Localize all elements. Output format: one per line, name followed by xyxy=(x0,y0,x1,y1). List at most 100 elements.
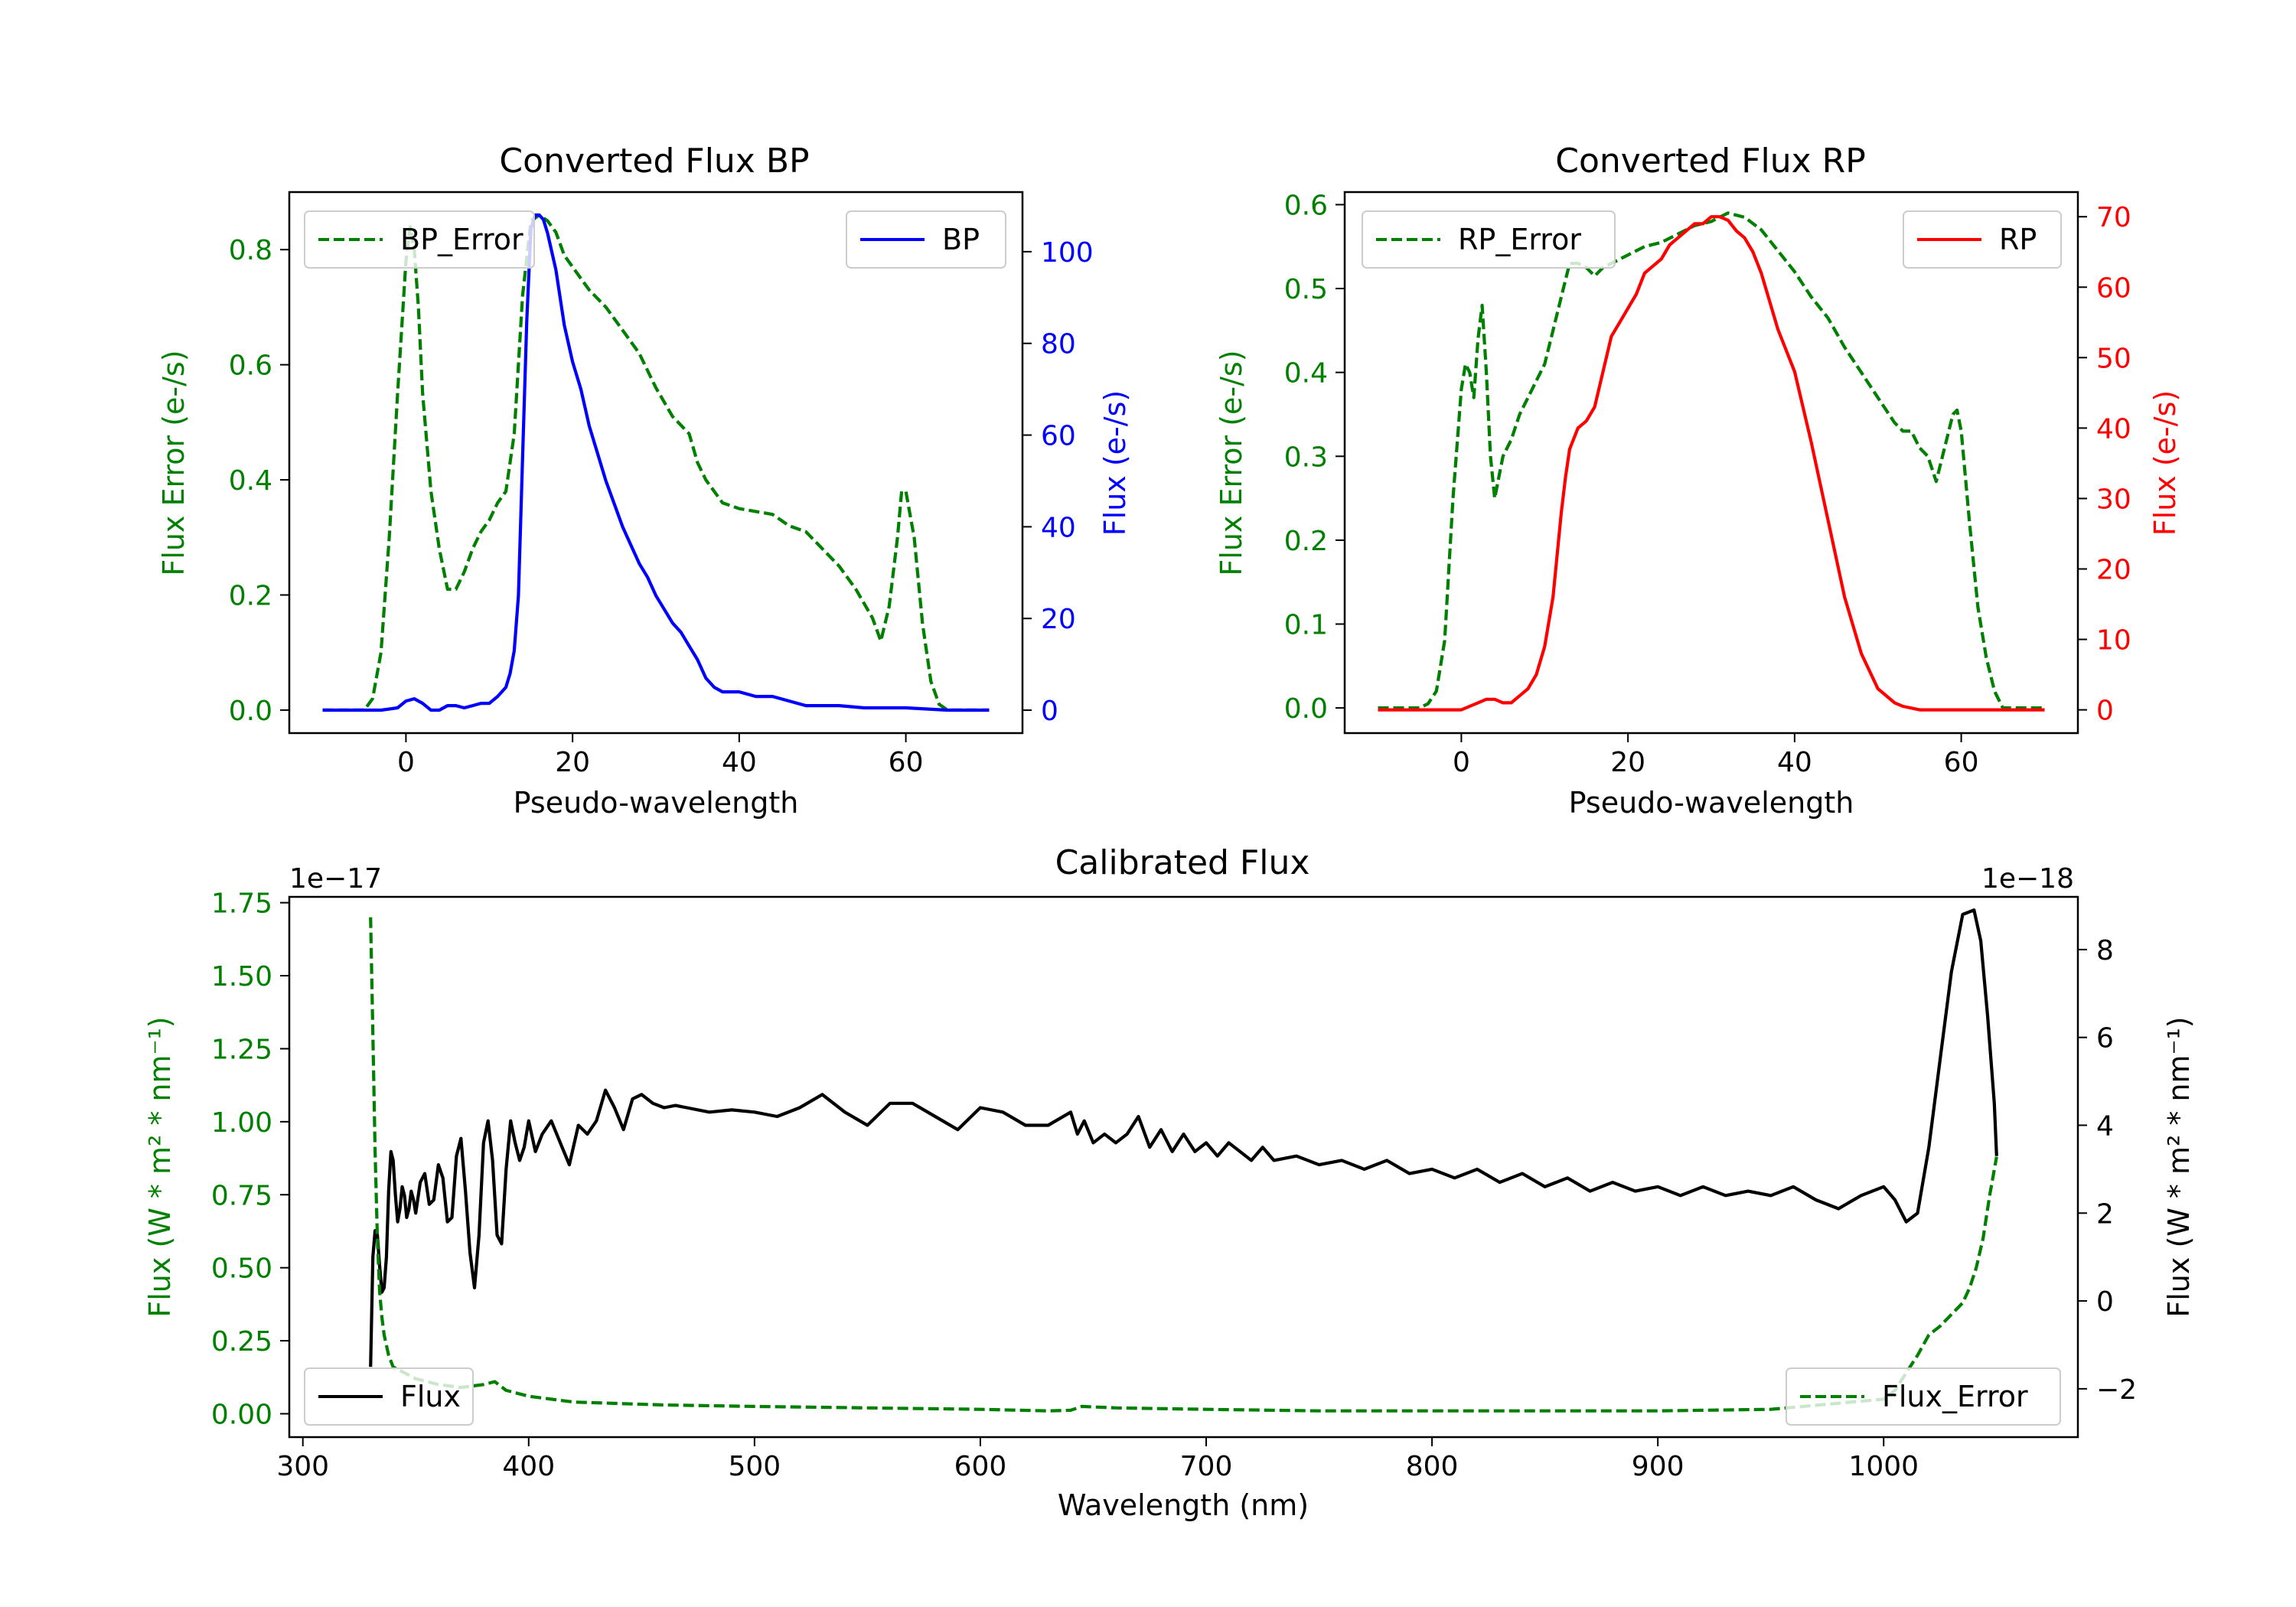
y-right-axis-label: Flux (e-/s) xyxy=(1098,390,1132,536)
legend-rp-error: RP_Error xyxy=(1362,210,1616,269)
x-tick-label: 20 xyxy=(1610,747,1645,778)
y-right-tick-label: 70 xyxy=(2096,202,2131,233)
y-right-tick-label: 20 xyxy=(1041,604,1076,635)
rp-chart: Converted Flux RP 0 20 40 60 0.0 0.1 0.2 0.3 0.4… xyxy=(1215,142,2182,820)
y-right-tick-label: 2 xyxy=(2096,1198,2114,1230)
x-tick-label: 900 xyxy=(1632,1451,1684,1482)
y-left-tick-label: 0.2 xyxy=(1284,526,1328,557)
y-left-axis-label: Flux Error (e-/s) xyxy=(1215,350,1248,575)
bp-chart-title: Converted Flux BP xyxy=(499,142,809,181)
legend-rp-frame xyxy=(1903,210,2062,269)
x-tick-label: 800 xyxy=(1406,1451,1459,1482)
x-axis-label: Pseudo-wavelength xyxy=(514,786,799,820)
x-tick-label: 20 xyxy=(555,747,590,778)
y-right-tick-label: 0 xyxy=(1041,696,1058,727)
legend-bp-label: BP xyxy=(942,223,980,256)
legend-rp-label: RP xyxy=(1999,223,2037,256)
y-right-tick-label: 60 xyxy=(2096,272,2131,304)
y-left-tick-label: 0.3 xyxy=(1284,442,1328,473)
y-right-tick-label: 10 xyxy=(2096,625,2131,657)
legend-bp-error: BP_Error xyxy=(304,210,535,269)
series-line-bp xyxy=(322,213,990,712)
series-group xyxy=(322,213,990,712)
y-right-tick-label: 60 xyxy=(1041,421,1076,452)
y-left-tick-label: 0.6 xyxy=(1284,190,1328,221)
rp-chart-title: Converted Flux RP xyxy=(1555,142,1866,181)
y-left-tick-label: 0.0 xyxy=(1284,693,1328,725)
y-left-axis-label: Flux (W * m² * nm⁻¹) xyxy=(143,1016,177,1317)
x-tick-label: 500 xyxy=(728,1451,781,1482)
y-left-tick-label: 0.6 xyxy=(229,350,272,382)
x-axis-label: Pseudo-wavelength xyxy=(1569,786,1854,820)
y-left-axis-label: Flux Error (e-/s) xyxy=(157,350,191,575)
x-tick-label: 60 xyxy=(1944,747,1979,778)
legend-flux-error-frame xyxy=(1786,1367,2061,1426)
y-right-tick-label: 30 xyxy=(2096,484,2131,515)
x-tick-label: 60 xyxy=(889,747,924,778)
legend-flux-error: Flux_Error xyxy=(1786,1367,2061,1426)
calibrated-chart: Calibrated Flux 1e−17 1e−18 300 400 500 600… xyxy=(143,843,2196,1522)
y-right-axis-label: Flux (e-/s) xyxy=(2148,390,2182,536)
y-right-tick-label: 0 xyxy=(2096,1286,2114,1318)
x-tick-label: 300 xyxy=(276,1451,329,1482)
y-left-tick-label: 0.2 xyxy=(229,580,272,611)
y-right-tick-label: −2 xyxy=(2096,1374,2137,1406)
y-left-tick-label: 0.0 xyxy=(229,696,272,727)
x-tick-label: 700 xyxy=(1180,1451,1233,1482)
series-line-bp-error xyxy=(322,214,990,712)
x-tick-label: 40 xyxy=(722,747,757,778)
y-left-tick-label: 0.5 xyxy=(1284,274,1328,305)
y-right-tick-label: 50 xyxy=(2096,343,2131,374)
y-right-tick-label: 0 xyxy=(2096,696,2114,727)
x-tick-label: 1000 xyxy=(1848,1451,1919,1482)
y-left-tick-label: 0.4 xyxy=(229,465,272,497)
legend-flux-error-label: Flux_Error xyxy=(1882,1380,2028,1413)
y-right-tick-label: 100 xyxy=(1041,237,1094,269)
y-left-tick-label: 0.1 xyxy=(1284,610,1328,641)
y-left-tick-label: 0.75 xyxy=(211,1180,272,1211)
y-right-tick-label: 8 xyxy=(2096,935,2114,966)
x-axis-label: Wavelength (nm) xyxy=(1058,1488,1309,1522)
series-group xyxy=(1378,211,2045,712)
y-left-tick-label: 0.00 xyxy=(211,1399,272,1430)
y-left-tick-label: 0.25 xyxy=(211,1326,272,1358)
calibrated-chart-title: Calibrated Flux xyxy=(1055,843,1310,882)
x-tick-label: 400 xyxy=(502,1451,555,1482)
bp-chart: Converted Flux BP 0 20 40 60 0.0 0.2 0.4 0.6 0.8… xyxy=(157,142,1132,820)
x-tick-label: 0 xyxy=(1453,747,1470,778)
y-right-tick-label: 40 xyxy=(2096,413,2131,445)
y-right-tick-label: 80 xyxy=(1041,329,1076,360)
plot-frame xyxy=(288,191,1024,735)
legend-flux: Flux xyxy=(304,1367,474,1426)
y-left-tick-label: 1.75 xyxy=(211,888,272,920)
left-offset-text: 1e−17 xyxy=(289,863,382,895)
legend-bp-error-label: BP_Error xyxy=(400,223,523,256)
right-offset-text: 1e−18 xyxy=(1981,863,2074,895)
legend-rp: RP xyxy=(1903,210,2062,269)
y-left-tick-label: 1.00 xyxy=(211,1107,272,1139)
legend-flux-frame xyxy=(304,1367,474,1426)
y-right-axis-label: Flux (W * m² * nm⁻¹) xyxy=(2162,1016,2196,1317)
y-left-tick-label: 1.50 xyxy=(211,961,272,993)
legend-bp-error-frame xyxy=(304,210,535,269)
legend-rp-error-frame xyxy=(1362,210,1616,269)
x-tick-label: 0 xyxy=(397,747,415,778)
series-line-rp xyxy=(1378,215,2045,712)
legend-flux-label: Flux xyxy=(400,1380,461,1413)
series-line-rp-error xyxy=(1378,211,2045,710)
y-left-tick-label: 0.4 xyxy=(1284,358,1328,390)
plot-frame xyxy=(1343,191,2079,735)
legend-rp-error-label: RP_Error xyxy=(1458,223,1581,256)
y-left-tick-label: 0.50 xyxy=(211,1253,272,1285)
y-right-tick-label: 6 xyxy=(2096,1023,2114,1054)
plot-frame xyxy=(288,895,2079,1439)
y-left-tick-label: 0.8 xyxy=(229,235,272,266)
x-tick-label: 600 xyxy=(954,1451,1007,1482)
series-group xyxy=(369,908,1998,1413)
x-tick-label: 40 xyxy=(1777,747,1812,778)
y-left-tick-label: 1.25 xyxy=(211,1034,272,1065)
y-right-tick-label: 4 xyxy=(2096,1110,2114,1142)
legend-bp-frame xyxy=(846,210,1006,269)
y-right-tick-label: 20 xyxy=(2096,555,2131,586)
